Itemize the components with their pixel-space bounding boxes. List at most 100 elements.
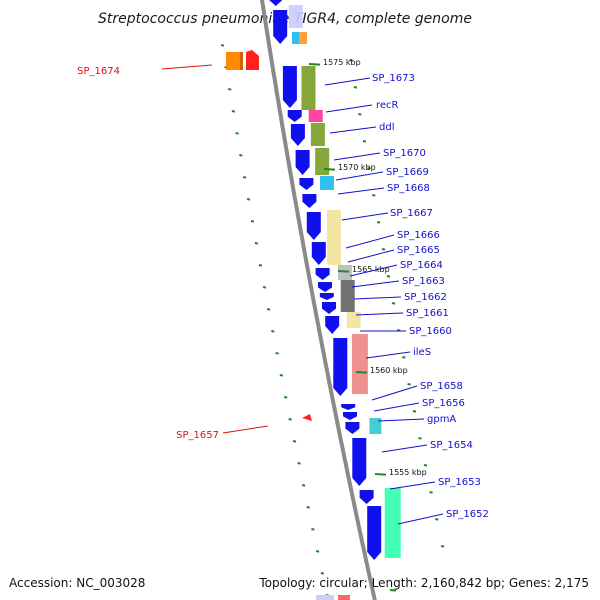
cog-feature-block [308,110,323,122]
cog-feature-block [326,210,341,265]
track-dot [279,374,284,377]
leader-line [353,296,402,300]
leader-line [324,77,371,86]
gene-arrow [359,490,374,504]
gene-arrow [315,268,330,280]
leader-line [377,418,425,422]
track-dot [412,410,417,413]
cog-feature-block [319,176,334,190]
track-dot [262,286,267,289]
track-dot [271,330,275,333]
gene-arrow [319,293,334,300]
leader-line [222,425,269,434]
ruler-tick-label: 1570 kbp [338,163,376,172]
track-dot [362,140,367,143]
gene-arrow [322,302,336,314]
leader-line [337,187,385,195]
gene-arrow [290,124,305,146]
track-dot [358,113,362,116]
leader-line [389,481,436,490]
gene-label: SP_1666 [397,230,440,241]
leader-line [371,385,418,401]
cog-feature-block [346,312,361,328]
gene-label: SP_1660 [409,326,452,337]
gene-label: SP_1668 [387,183,430,194]
ruler-tick-label: 1565 kbp [352,265,390,274]
gene-arrow [341,404,356,410]
gene-label: SP_1669 [386,167,429,178]
gene-arrow [345,422,360,434]
leader-line [349,264,398,277]
gene-arrow [273,10,288,44]
track-dot [297,462,301,465]
ruler-tick-label: 1560 kbp [370,366,408,375]
cog-feature-block [337,265,352,280]
gene-arrow [299,178,314,190]
gene-arrow [333,338,348,396]
gene-label: SP_1674 [77,66,120,77]
cog-feature-block [369,418,382,434]
track-dot [429,491,433,494]
track-dot [440,545,445,548]
ruler-tick-label: 1555 kbp [389,468,427,477]
track-dot [220,44,225,47]
leader-line [381,444,428,453]
track-dot [407,383,411,386]
accession-text: Accession: NC_003028 [9,576,146,590]
track-dot [391,302,396,305]
gene-arrow [367,506,382,560]
backbone-layer [259,0,377,600]
track-dot [235,132,239,135]
gene-arrow [325,316,340,334]
cog-feature-block [292,32,300,44]
dotted-guide-track [220,44,445,597]
leader-line [355,312,404,316]
gene-label: SP_1661 [406,308,449,319]
cog-feature-block [315,148,330,175]
leader-line [341,212,389,221]
track-dot [266,308,271,311]
ruler-tick [355,371,368,374]
leader-line [365,351,411,359]
gene-label: SP_1657 [176,430,219,441]
track-dot [254,242,259,245]
ruler-tick-label: 1575 kbp [323,58,361,67]
cog-feature-track [226,5,401,600]
gene-label: SP_1664 [400,260,443,271]
gene-arrow [287,110,302,122]
gene-arrow [302,414,312,421]
track-dot [435,518,439,521]
leader-line [351,280,400,288]
gene-label: SP_1653 [438,477,481,488]
ruler-tick [337,270,350,273]
track-dot [288,418,292,421]
track-dot [372,194,376,197]
gene-arrow [352,438,367,486]
cog-feature-block [351,334,368,394]
track-dot [275,352,279,355]
track-dot [231,110,236,113]
gene-label: SP_1652 [446,509,489,520]
ruler-tick [308,63,321,66]
track-dot [258,264,263,267]
track-dot [381,248,386,251]
gene-arrow [306,212,321,240]
gene-arrow [295,150,310,175]
track-dot [376,221,381,224]
gene-labels: SP_1674 SP_1673 recR ddl SP_1670 SP_1669 SP_16… [77,64,489,525]
track-dot [228,88,232,91]
cog-feature-block [310,123,325,146]
track-dot [242,176,247,179]
gene-label: SP_1658 [420,381,463,392]
gene-label: gpmA [427,414,456,425]
track-dot [349,59,353,62]
track-dot [320,572,325,575]
gene-label: recR [376,100,399,111]
track-dot [367,167,371,170]
track-dot [353,86,358,89]
track-dot [250,220,255,223]
leader-line [325,104,373,113]
cog-feature-block [384,488,401,558]
cog-feature-block [340,280,355,312]
